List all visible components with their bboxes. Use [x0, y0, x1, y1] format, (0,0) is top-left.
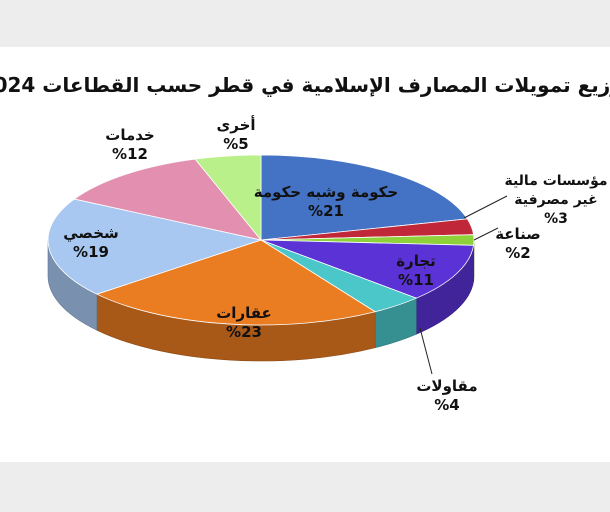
slice-value-gov: %21: [308, 202, 344, 220]
slice-label-trade: تجارة: [396, 252, 436, 270]
chart-title: توزيع تمويلات المصارف الإسلامية في قطر ح…: [0, 73, 610, 98]
slice-value-pers: %19: [73, 243, 109, 261]
pie-tops: [47, 154, 475, 326]
slice-label-contr: مقاولات: [416, 377, 477, 395]
slice-trade: [260, 239, 475, 299]
slice-label-real: عقارات: [216, 304, 272, 322]
slice-other: [194, 154, 262, 242]
leader-contr: [419, 327, 433, 375]
slice-label-nbfi: مؤسسات مالية: [504, 173, 607, 189]
slice-value-contr: %4: [434, 396, 459, 414]
slice-value-real: %23: [226, 323, 262, 341]
slice-label-gov: حكومة وشبه حكومة: [254, 183, 398, 201]
leader-lines: [419, 195, 508, 375]
slice-label-ind: صناعة: [495, 225, 541, 243]
slice-real: [95, 239, 377, 326]
slice-value-ind: %2: [505, 244, 530, 262]
slice-value-nbfi: %3: [544, 211, 568, 227]
slice-serv: [73, 158, 263, 241]
slice-labels: حكومة وشبه حكومة%21 مؤسسات مالية غير مصرفي…: [63, 115, 607, 414]
slice-pers: [47, 198, 263, 295]
slice-label-pers: شخصي: [63, 224, 119, 242]
slice-label-serv: خدمات: [105, 126, 154, 144]
slice-gov: [260, 154, 468, 241]
leader-ind: [473, 227, 499, 241]
slice-value-other: %5: [223, 135, 248, 153]
slice-label-other: أخرى: [216, 115, 255, 134]
slice-value-serv: %12: [112, 145, 148, 163]
slice-label-nbfi: غير مصرفية: [514, 192, 597, 208]
slice-value-trade: %11: [398, 271, 434, 289]
leader-nbfi: [463, 195, 508, 219]
